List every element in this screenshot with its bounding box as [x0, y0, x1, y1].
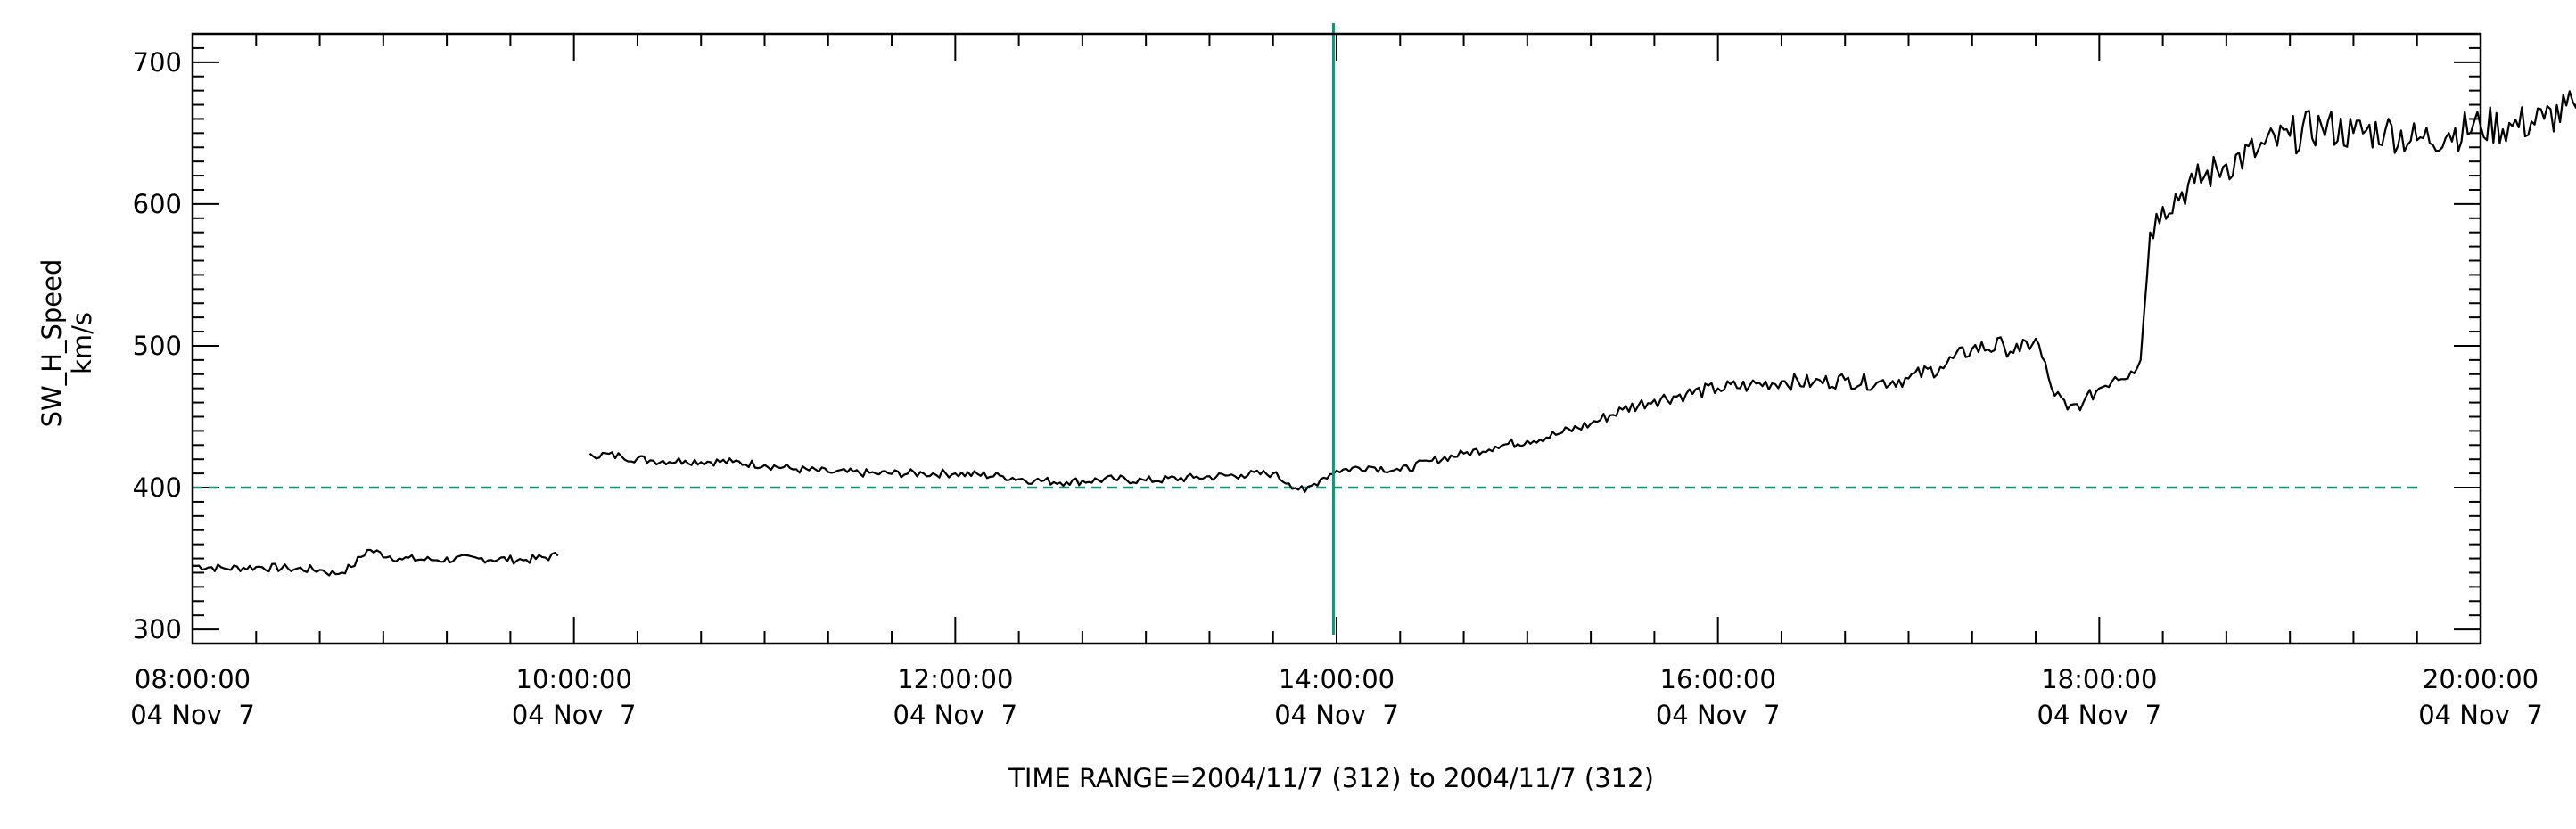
x-tick-date-label: 04 Nov 7 [2037, 700, 2162, 730]
x-tick-time-label: 18:00:00 [2041, 664, 2157, 694]
data-line-segment [192, 548, 559, 577]
x-tick-date-label: 04 Nov 7 [2418, 700, 2543, 730]
y-tick-label: 400 [133, 472, 182, 503]
x-tick-time-label: 10:00:00 [516, 664, 632, 694]
x-tick-date-label: 04 Nov 7 [1274, 700, 1399, 730]
x-tick-date-label: 04 Nov 7 [130, 700, 255, 730]
x-tick-date-label: 04 Nov 7 [512, 700, 637, 730]
y-tick-label: 700 [133, 47, 182, 78]
data-line-segment [588, 90, 2576, 493]
x-tick-time-label: 14:00:00 [1279, 664, 1395, 694]
y-axis-unit: km/s [67, 312, 97, 374]
y-tick-label: 600 [133, 189, 182, 219]
x-tick-labels: 08:00:00 04 Nov 7 10:00:00 04 Nov 7 12:00:00… [130, 664, 2543, 730]
x-tick-time-label: 16:00:00 [1660, 664, 1776, 694]
x-tick-date-label: 04 Nov 7 [893, 700, 1018, 730]
axis-ticks [192, 34, 2481, 644]
y-axis-title: SW_H_Speed km/s [37, 259, 97, 428]
y-axis-label: SW_H_Speed [37, 259, 67, 428]
y-tick-label: 500 [133, 331, 182, 361]
y-tick-label: 300 [133, 614, 182, 644]
x-tick-time-label: 12:00:00 [897, 664, 1013, 694]
series-group [192, 90, 2576, 577]
plot-frame [191, 32, 2482, 645]
y-tick-labels: 300 400 500 600 700 [133, 47, 182, 644]
x-tick-time-label: 08:00:00 [135, 664, 251, 694]
time-range-label: TIME RANGE=2004/11/7 (312) to 2004/11/7 … [1008, 763, 1654, 793]
x-tick-time-label: 20:00:00 [2423, 664, 2539, 694]
x-tick-date-label: 04 Nov 7 [1656, 700, 1781, 730]
